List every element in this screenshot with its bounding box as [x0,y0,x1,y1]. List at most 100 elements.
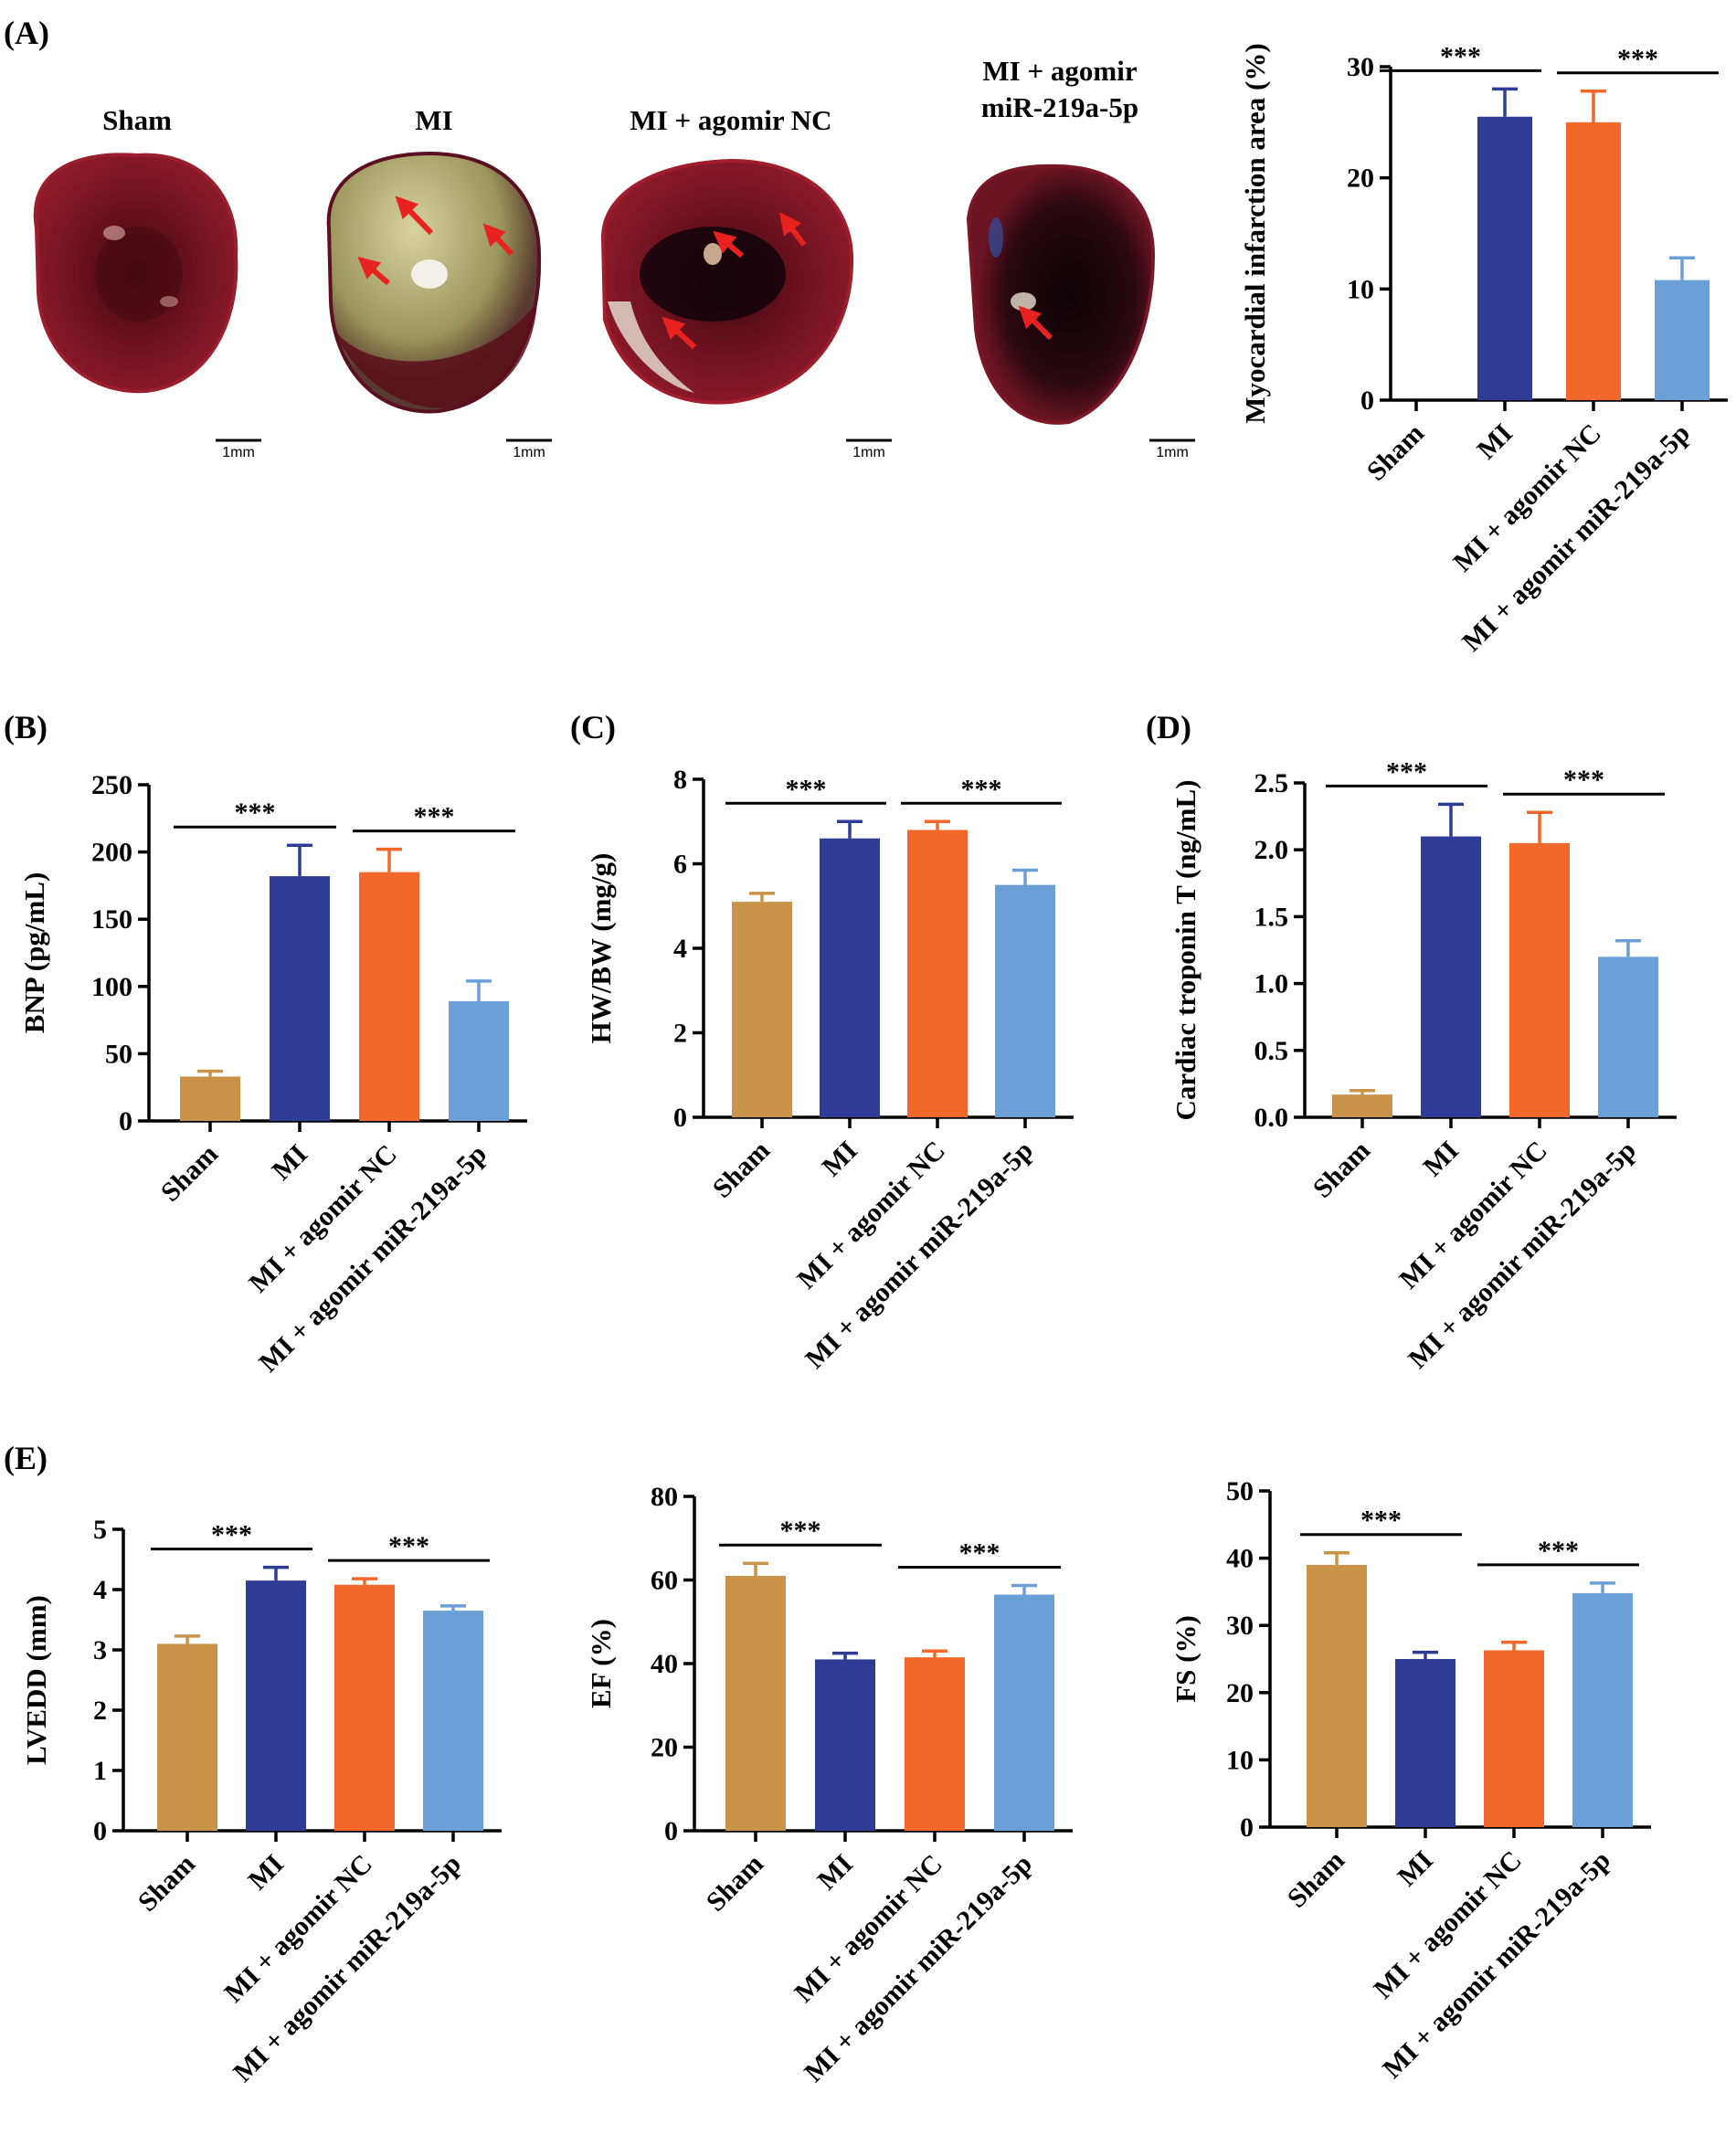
heart-photo-sham: Sham 1mm [33,104,261,460]
infarction-bar [1477,116,1532,400]
panel-label-a: (A) [4,15,49,51]
bnp-category-label: Sham [155,1139,224,1208]
bnp-bar [270,876,330,1121]
chart-cardiac-troponin: 0.0 0.5 1.0 1.5 2.0 2.5 Cardiac troponin T (ng… [1170,756,1677,1374]
bnp-y-axis-title: BNP (pg/mL) [18,872,50,1034]
troponin-ytick-label: 1.0 [1254,969,1289,999]
fs-ytick-label: 30 [1226,1611,1254,1641]
ef-y-axis-title: EF (%) [585,1619,617,1708]
chart-infarction-area: 0 10 20 30 Myocardial infarction area (%) Sha… [1239,41,1728,657]
hwbw-bar [995,884,1055,1117]
scale-label-mi: 1mm [513,445,545,460]
infarction-y-axis-title: Myocardial infarction area (%) [1239,43,1271,423]
infarction-category-label: Sham [1361,418,1430,487]
ef-ytick-label: 40 [651,1649,678,1679]
hwbw-ytick-label: 0 [673,1103,687,1133]
hwbw-significance-label: *** [961,774,1002,804]
lvedd-y-axis-title: LVEDD (mm) [20,1595,52,1765]
infarction-significance-label: *** [1440,41,1481,71]
bnp-significance-label: *** [414,802,455,832]
photo-title-mi-agomir-mir-line1: MI + agomir [982,55,1137,87]
troponin-bar [1421,836,1481,1117]
panel-label-e: (E) [4,1440,48,1476]
fs-ytick-label: 20 [1226,1678,1254,1708]
lvedd-ytick-label: 4 [93,1575,107,1605]
infarction-category-label: MI [1471,418,1519,466]
ef-bar [725,1575,786,1831]
fs-ytick-label: 50 [1226,1476,1254,1506]
infarction-bar [1566,122,1621,401]
fs-category-label: MI + agomir NC [1368,1845,1528,2005]
lvedd-bar [157,1643,217,1831]
photo-title-mi-agomir-mir-line2: miR-219a-5p [981,91,1138,123]
scale-label-mi-agomir-mir: 1mm [1156,445,1189,460]
fs-ytick-label: 0 [1240,1813,1254,1843]
ef-bar [994,1594,1054,1831]
ef-bar [815,1659,875,1831]
bnp-significance-label: *** [235,798,276,828]
ef-significance-label: *** [959,1538,1000,1568]
scale-label-sham: 1mm [222,445,255,460]
troponin-bar [1598,956,1658,1117]
fs-category-label: MI [1392,1845,1439,1893]
bnp-ytick-label: 100 [91,972,132,1002]
photo-title-mi: MI [415,104,452,136]
hwbw-category-label: MI + agomir NC [791,1136,951,1295]
ef-category-label: MI [811,1849,859,1897]
ef-bar [905,1657,965,1831]
fs-bar [1484,1650,1544,1827]
lvedd-bar [334,1584,395,1831]
infarction-ytick-label: 0 [1360,386,1374,416]
troponin-category-label: MI [1417,1136,1465,1183]
hwbw-bar [732,902,792,1117]
troponin-y-axis-title: Cardiac troponin T (ng/mL) [1170,780,1201,1121]
infarction-bar [1655,280,1710,400]
lvedd-category-label: Sham [132,1849,201,1918]
lvedd-bar [423,1611,483,1831]
bnp-ytick-label: 0 [119,1106,132,1136]
hwbw-y-axis-title: HW/BW (mg/g) [585,853,617,1044]
lvedd-ytick-label: 2 [93,1696,107,1726]
panel-label-d: (D) [1146,709,1191,745]
fs-significance-label: *** [1538,1536,1579,1566]
hwbw-ytick-label: 2 [673,1019,687,1049]
infarction-ytick-label: 10 [1347,274,1374,304]
hwbw-category-label: Sham [707,1136,776,1204]
bnp-ytick-label: 200 [91,838,132,868]
hwbw-bar [907,830,968,1117]
troponin-bar [1332,1094,1392,1117]
hwbw-ytick-label: 8 [673,765,687,795]
fs-bar [1572,1592,1633,1827]
troponin-category-label: Sham [1307,1136,1376,1204]
lvedd-category-label: MI [242,1849,290,1897]
bnp-bar [180,1076,240,1121]
infarction-significance-label: *** [1617,44,1658,74]
ef-ytick-label: 20 [651,1733,678,1763]
ef-ytick-label: 60 [651,1566,678,1596]
infarction-ytick-label: 30 [1347,52,1374,82]
hwbw-category-label: MI [816,1136,863,1183]
lvedd-ytick-label: 1 [93,1756,107,1786]
troponin-ytick-label: 2.5 [1254,768,1289,798]
hwbw-bar [820,838,880,1117]
hwbw-significance-label: *** [786,774,827,804]
panel-label-c: (C) [570,709,616,745]
fs-significance-label: *** [1360,1506,1402,1536]
heart-photo-mi: MI 1mm [326,104,552,460]
troponin-ytick-label: 0.5 [1254,1036,1289,1066]
photo-title-mi-agomir-nc: MI + agomir NC [630,104,831,136]
bnp-ytick-label: 50 [105,1039,132,1069]
lvedd-category-label: MI + agomir NC [218,1849,378,2009]
lvedd-ytick-label: 0 [93,1816,107,1846]
ef-significance-label: *** [780,1516,821,1546]
photo-title-sham: Sham [102,104,172,136]
troponin-significance-label: *** [1563,765,1604,795]
hwbw-ytick-label: 6 [673,850,687,880]
lvedd-bar [246,1580,306,1831]
troponin-ytick-label: 0.0 [1254,1103,1289,1133]
fs-y-axis-title: FS (%) [1170,1615,1201,1703]
